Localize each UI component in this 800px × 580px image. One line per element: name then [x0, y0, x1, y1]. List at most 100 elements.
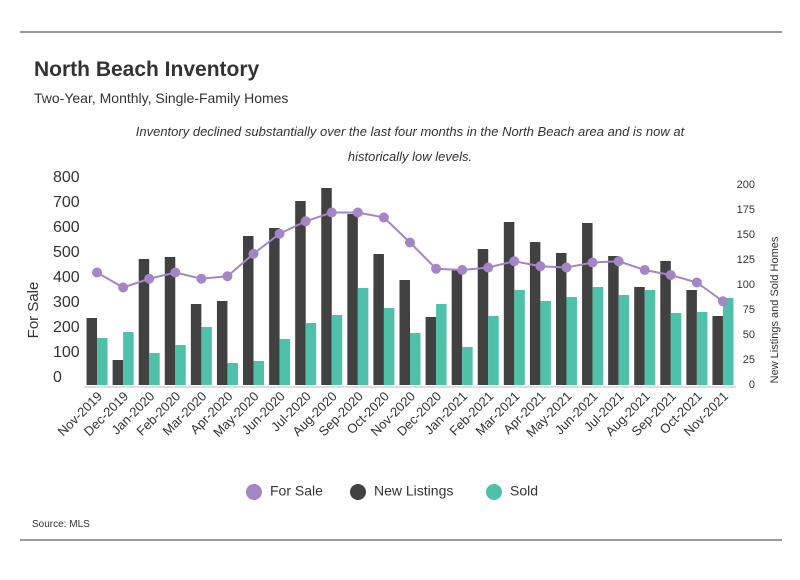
- point: [613, 256, 624, 267]
- bar: [514, 290, 525, 385]
- y2-tick-label: 75: [743, 304, 755, 316]
- bar: [608, 256, 619, 385]
- bar: [670, 313, 682, 385]
- bar: [243, 236, 254, 385]
- point: [431, 263, 442, 274]
- chart-subtitle: Two-Year, Monthly, Single-Family Homes: [34, 90, 288, 106]
- bar: [227, 363, 238, 385]
- annotation: Inventory declined substantially over th…: [136, 124, 686, 139]
- legend-marker: [486, 484, 502, 500]
- bar: [451, 270, 463, 385]
- point: [457, 265, 468, 275]
- bar: [305, 323, 317, 385]
- bar: [660, 261, 671, 385]
- point: [300, 216, 311, 227]
- y2-tick-label: 50: [743, 329, 755, 341]
- point: [639, 265, 650, 275]
- point: [118, 282, 129, 293]
- bar: [269, 228, 280, 385]
- bar: [279, 339, 291, 385]
- point: [170, 267, 181, 278]
- bar: [488, 316, 499, 385]
- y-tick-label: 400: [53, 269, 80, 286]
- bar: [331, 315, 343, 385]
- bar: [410, 333, 421, 385]
- point: [587, 257, 598, 268]
- point: [222, 271, 233, 282]
- y-tick-label: 200: [53, 319, 80, 336]
- y2-tick-label: 175: [737, 204, 755, 216]
- bar: [712, 316, 723, 385]
- bar: [634, 287, 645, 385]
- legend-label: New Listings: [374, 483, 453, 499]
- bar: [696, 312, 708, 385]
- bar: [86, 318, 98, 385]
- y-tick-label: 0: [53, 369, 62, 386]
- legend-marker: [246, 484, 262, 500]
- bar: [164, 257, 176, 385]
- y2-axis-label: New Listings and Sold Homes: [769, 236, 781, 383]
- bar: [97, 338, 108, 385]
- point: [665, 270, 676, 280]
- point: [691, 277, 702, 288]
- bar: [722, 298, 734, 385]
- bar: [540, 301, 551, 385]
- y-tick-label: 600: [53, 219, 80, 236]
- y2-tick-label: 100: [737, 279, 755, 291]
- y2-tick-label: 25: [743, 354, 755, 366]
- bar: [357, 288, 369, 385]
- point: [326, 207, 337, 218]
- point: [405, 237, 415, 248]
- bar: [190, 304, 202, 385]
- point: [196, 273, 207, 284]
- chart-title: North Beach Inventory: [34, 58, 260, 81]
- bar: [618, 295, 630, 385]
- y2-tick-label: 200: [737, 179, 755, 191]
- point: [535, 261, 546, 272]
- bar: [555, 253, 567, 385]
- point: [509, 256, 520, 267]
- y-tick-label: 800: [53, 169, 80, 186]
- point: [92, 267, 103, 278]
- bar: [425, 317, 437, 385]
- source: Source: MLS: [32, 519, 90, 530]
- bar: [373, 254, 384, 385]
- bar: [462, 347, 473, 385]
- y-tick-label: 100: [53, 344, 80, 361]
- y2-tick-label: 150: [737, 229, 755, 241]
- point: [248, 248, 259, 259]
- annotation: historically low levels.: [348, 149, 472, 164]
- bar: [112, 360, 124, 385]
- bar: [436, 304, 447, 385]
- point: [561, 262, 572, 273]
- point: [483, 262, 494, 273]
- bar: [295, 201, 306, 385]
- bar: [644, 290, 656, 385]
- bar: [216, 301, 228, 385]
- y2-tick-label: 0: [749, 379, 755, 391]
- bar: [686, 290, 697, 385]
- bar: [503, 222, 515, 385]
- point: [717, 296, 728, 307]
- legend-label: Sold: [510, 483, 538, 499]
- legend-marker: [350, 484, 366, 500]
- point: [144, 273, 155, 284]
- bar: [321, 188, 332, 385]
- bar: [592, 287, 604, 385]
- bar: [123, 332, 134, 385]
- point: [274, 228, 285, 239]
- line: [96, 211, 724, 303]
- bar: [582, 223, 593, 385]
- y-tick-label: 300: [53, 294, 80, 311]
- bar: [253, 361, 265, 385]
- y-axis-label: For Sale: [25, 282, 42, 339]
- bar: [529, 242, 541, 385]
- y-tick-label: 500: [53, 244, 80, 261]
- y2-tick-label: 125: [737, 254, 755, 266]
- bar: [399, 280, 410, 385]
- bar: [201, 327, 212, 385]
- bar: [477, 249, 489, 385]
- point: [378, 212, 389, 223]
- bar: [383, 308, 395, 385]
